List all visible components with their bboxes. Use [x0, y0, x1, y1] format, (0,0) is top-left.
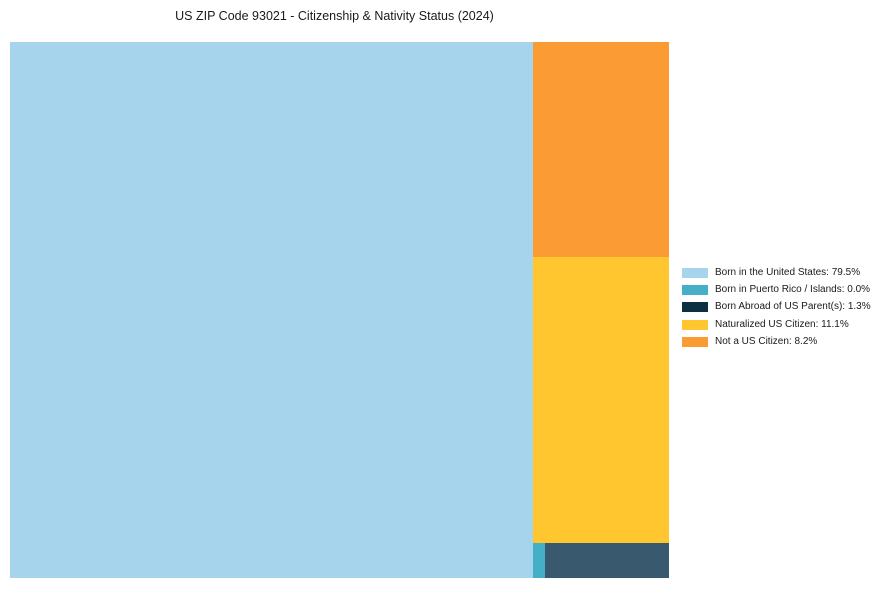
legend-item-label: Born in the United States: 79.5% [715, 266, 861, 278]
legend-item-not-a-us-citizen[interactable]: Not a US Citizen: 8.2% [682, 333, 882, 350]
treemap-tile-born-in-puerto-rico-islands[interactable] [533, 543, 545, 578]
treemap-tile-born-abroad-of-us-parents[interactable] [545, 543, 669, 578]
legend-swatch-icon [682, 302, 708, 313]
legend-swatch-icon [682, 267, 708, 278]
legend-item-label: Naturalized US Citizen: 11.1% [715, 318, 849, 330]
treemap-plot-area [10, 42, 669, 578]
legend-swatch-icon [682, 319, 708, 330]
legend-item-born-in-the-united-states[interactable]: Born in the United States: 79.5% [682, 264, 882, 281]
chart-legend: Born in the United States: 79.5% Born in… [682, 264, 882, 350]
legend-item-label: Born in Puerto Rico / Islands: 0.0% [715, 283, 871, 295]
treemap-tile-naturalized-us-citizen[interactable] [533, 257, 669, 543]
legend-item-label: Not a US Citizen: 8.2% [715, 335, 818, 347]
treemap-tile-born-in-the-united-states[interactable] [10, 42, 533, 578]
legend-item-label: Born Abroad of US Parent(s): 1.3% [715, 301, 871, 313]
legend-item-born-abroad-of-us-parents[interactable]: Born Abroad of US Parent(s): 1.3% [682, 299, 882, 316]
legend-item-born-in-puerto-rico-islands[interactable]: Born in Puerto Rico / Islands: 0.0% [682, 281, 882, 298]
treemap-tile-not-a-us-citizen[interactable] [533, 42, 669, 257]
legend-swatch-icon [682, 336, 708, 347]
chart-title: US ZIP Code 93021 - Citizenship & Nativi… [175, 9, 494, 23]
legend-item-naturalized-us-citizen[interactable]: Naturalized US Citizen: 11.1% [682, 316, 882, 333]
legend-swatch-icon [682, 284, 708, 295]
